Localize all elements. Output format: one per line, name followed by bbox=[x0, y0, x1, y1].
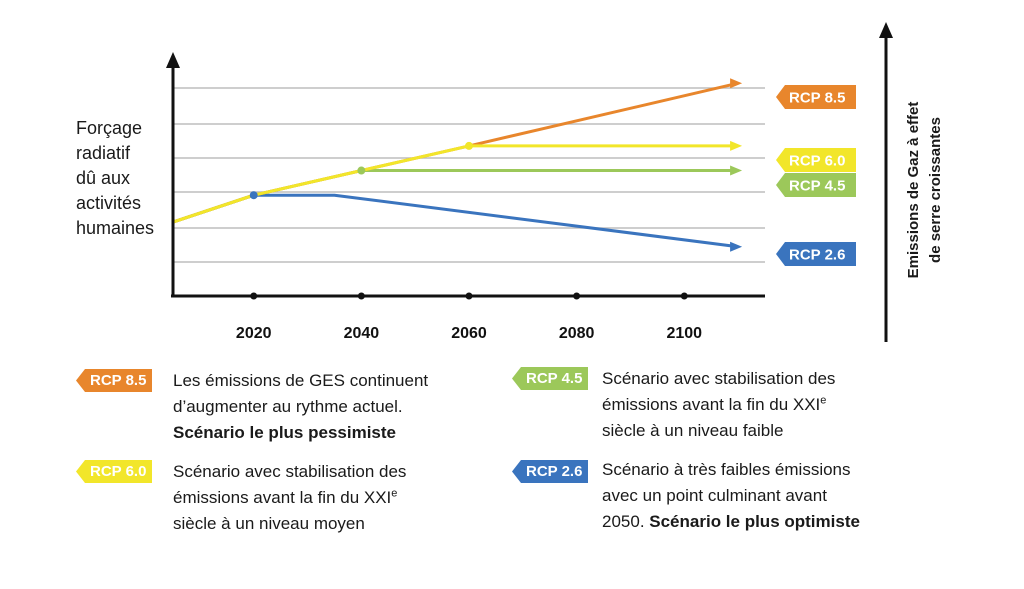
legend-text-line: Scénario à très faibles émissions bbox=[602, 460, 851, 479]
legend-text-line: siècle à un niveau faible bbox=[602, 421, 784, 440]
series-line-rcp26 bbox=[172, 193, 739, 249]
series-arrowhead bbox=[730, 241, 743, 252]
x-tick bbox=[465, 292, 473, 300]
y-axis-label-line: activités bbox=[76, 193, 142, 213]
emissions-axis-label: Emissions de Gaz à effet de serre croiss… bbox=[880, 40, 970, 330]
y-axis-label-line: dû aux bbox=[76, 168, 131, 188]
legend-text-line: Scénario avec stabilisation des bbox=[173, 462, 407, 481]
x-tick bbox=[573, 292, 581, 300]
legend-tag-rcp45: RCP 4.5 bbox=[512, 367, 589, 390]
emissions-axis-arrow bbox=[879, 22, 893, 38]
legend-text-line: siècle à un niveau moyen bbox=[173, 514, 365, 533]
legend-text-line: émissions avant la fin du XXI bbox=[173, 488, 392, 507]
emissions-axis-label-line: de serre croissantes bbox=[927, 117, 944, 263]
x-tick bbox=[680, 292, 688, 300]
x-tick bbox=[250, 292, 258, 300]
x-tick-label: 2020 bbox=[236, 325, 272, 342]
series-line-rcp85 bbox=[172, 81, 739, 224]
y-axis-label-line: Forçage bbox=[76, 118, 143, 138]
y-axis-label-line: radiatif bbox=[76, 143, 131, 163]
series-arrowhead bbox=[730, 78, 743, 89]
legend-text-line: Scénario avec stabilisation des bbox=[602, 369, 836, 388]
legend-emphasis: Scénario le plus pessimiste bbox=[173, 423, 396, 442]
series-arrowhead bbox=[730, 165, 743, 176]
branch-point bbox=[465, 141, 473, 150]
series-end-tag bbox=[776, 242, 856, 266]
series-end-tag bbox=[776, 85, 856, 109]
series-arrowhead bbox=[730, 140, 743, 151]
series-end-tag bbox=[776, 148, 856, 172]
y-axis-arrow bbox=[166, 52, 180, 68]
legend-item-rcp85: Les émissions de GES continuent d’augmen… bbox=[173, 368, 503, 446]
legend-item-rcp60: Scénario avec stabilisation des émission… bbox=[173, 459, 503, 537]
emissions-axis-label-line: Emissions de Gaz à effet bbox=[905, 101, 922, 279]
legend-emphasis: Scénario le plus optimiste bbox=[649, 512, 860, 531]
series-end-label: RCP 4.5 bbox=[789, 178, 845, 195]
x-tick-label: 2060 bbox=[451, 325, 487, 342]
legend-tag-rcp26: RCP 2.6 bbox=[512, 460, 589, 483]
legend-text-line: émissions avant la fin du XXI bbox=[602, 395, 821, 414]
branch-point bbox=[357, 166, 366, 175]
legend-text-line: d’augmenter au rythme actuel. bbox=[173, 397, 403, 416]
legend-text-line: avec un point culminant avant bbox=[602, 486, 827, 505]
legend-item-rcp26: Scénario à très faibles émissions avec u… bbox=[602, 457, 932, 535]
series-end-label: RCP 2.6 bbox=[789, 247, 845, 264]
x-tick bbox=[357, 292, 365, 300]
series-end-tag bbox=[776, 173, 856, 197]
branch-point bbox=[249, 191, 258, 200]
y-axis-label-line: humaines bbox=[76, 218, 155, 238]
x-tick-label: 2040 bbox=[344, 325, 380, 342]
superscript: e bbox=[820, 394, 827, 407]
legend-text-line: Les émissions de GES continuent bbox=[173, 371, 429, 390]
legend-text-line: 2050. bbox=[602, 512, 650, 531]
superscript: e bbox=[391, 487, 398, 500]
legend-tag-rcp60: RCP 6.0 bbox=[76, 460, 153, 483]
x-tick-label: 2080 bbox=[559, 325, 595, 342]
legend-item-rcp45: Scénario avec stabilisation des émission… bbox=[602, 366, 922, 444]
series-end-label: RCP 8.5 bbox=[789, 90, 845, 107]
legend-tag-rcp85: RCP 8.5 bbox=[76, 369, 153, 392]
series-end-label: RCP 6.0 bbox=[789, 153, 845, 170]
x-tick-label: 2100 bbox=[666, 325, 702, 342]
y-axis-label: Forçage radiatif dû aux activités humain… bbox=[76, 116, 176, 241]
